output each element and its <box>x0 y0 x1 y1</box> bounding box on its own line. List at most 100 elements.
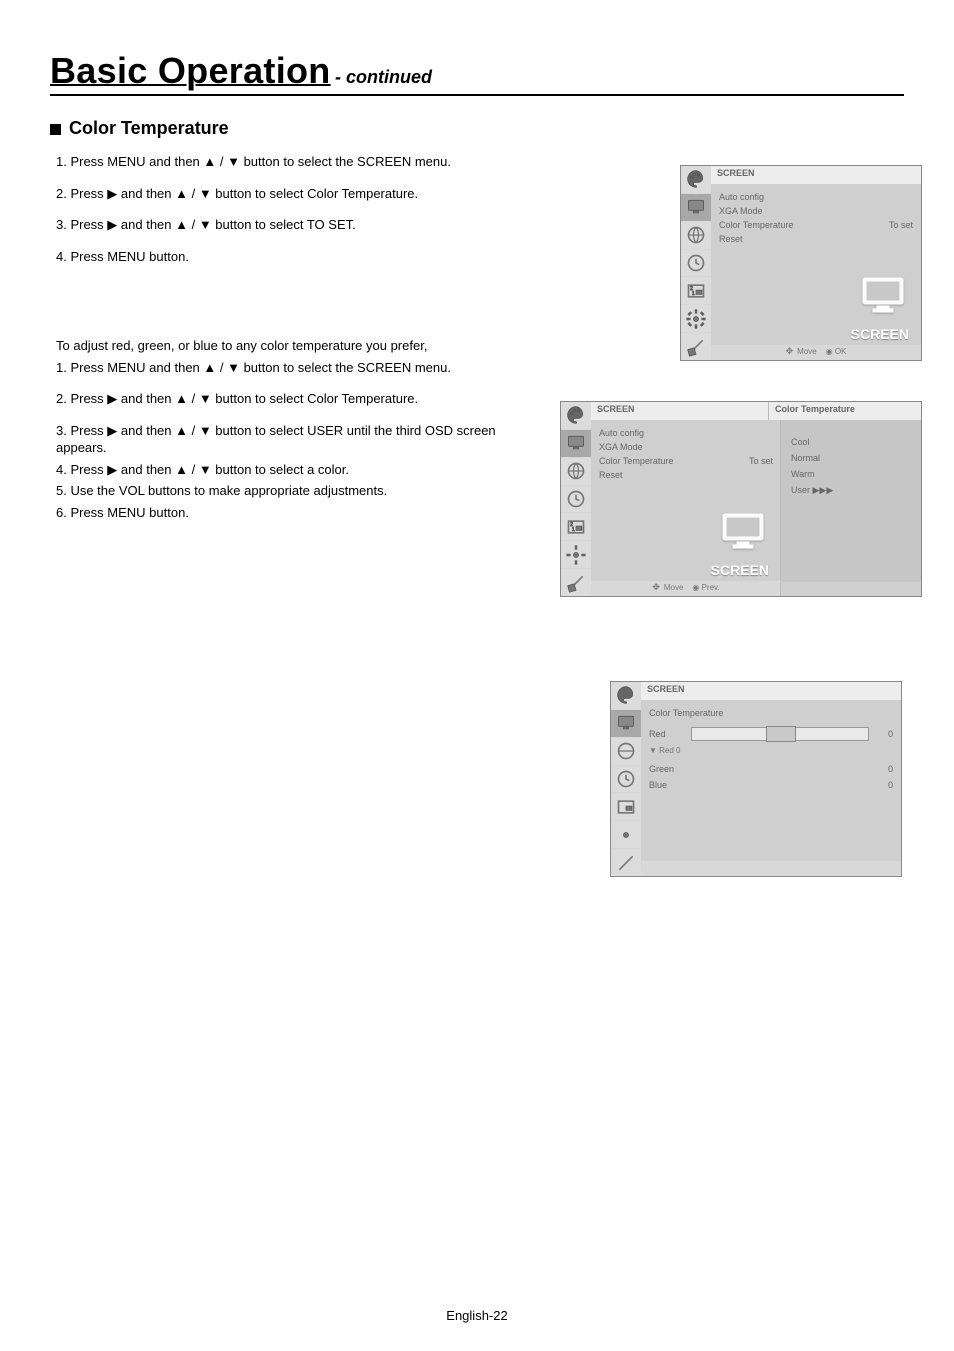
osd3-green-label: Green <box>649 764 691 774</box>
instruction-block-auto: 1. Press MENU and then ▲ / ▼ button to s… <box>56 153 526 265</box>
osd1-item-3: Reset <box>719 232 913 246</box>
pip-icon <box>611 793 641 821</box>
auto-step-4: 4. Press MENU button. <box>56 248 526 266</box>
osd1-title-right <box>913 168 915 177</box>
square-bullet-icon <box>50 124 61 135</box>
page-number: English-22 <box>0 1308 954 1323</box>
osd2-main-right: Cool Normal Warm User ▶▶▶ <box>780 420 921 582</box>
monitor-icon <box>561 430 591 458</box>
osd1-footer: ✥Move ◉ OK <box>711 345 921 360</box>
osd2-item-2-label: Color Temperature <box>599 456 673 466</box>
manual-step-3: 3. Press ▶ and then ▲ / ▼ button to sele… <box>56 422 526 457</box>
globe-icon <box>681 222 711 250</box>
osd2-item-2-right: To set <box>749 456 773 466</box>
clock-icon <box>611 766 641 794</box>
manual-step-2: 2. Press ▶ and then ▲ / ▼ button to sele… <box>56 390 526 408</box>
osd3-green-val: 0 <box>869 764 893 774</box>
osd2-right-3: User ▶▶▶ <box>791 482 913 499</box>
osd-screen-3: SCREEN Color Temperature Red 0 ▼ <box>610 681 902 877</box>
page-title-main: Basic Operation <box>50 50 331 91</box>
move-icon: ✥ <box>786 346 794 356</box>
osd3-item-header: Color Temperature <box>649 706 893 726</box>
move-icon: ✥ <box>652 582 660 592</box>
osd3-title: SCREEN <box>647 684 685 694</box>
osd-screen-1: 21 SCREEN Auto config XGA Mode Color Tem… <box>680 165 922 361</box>
osd1-big-monitor-icon <box>859 275 907 322</box>
osd2-left-icons: 21 <box>561 402 591 596</box>
exit-icon <box>561 569 591 596</box>
osd2-footer-move: Move <box>664 583 684 592</box>
title-sep: - <box>335 67 346 87</box>
osd2-footer-prev: Prev. <box>702 583 720 592</box>
osd3-row-green: Green 0 <box>649 761 893 777</box>
osd2-right-2: Warm <box>791 466 913 482</box>
osd3-row-blue: Blue 0 <box>649 777 893 793</box>
osd1-item-2: Color Temperature To set <box>719 218 913 232</box>
manual-step-1: 1. Press MENU and then ▲ / ▼ button to s… <box>56 359 526 377</box>
osd3-row-red: Red 0 <box>649 726 893 742</box>
globe-icon <box>561 458 591 486</box>
osd2-footer-left: ✥ Move ◉ Prev. <box>591 581 781 596</box>
osd1-left-icons: 21 <box>681 166 711 360</box>
title-continued: continued <box>346 67 432 87</box>
osd3-red-val: 0 <box>869 729 893 739</box>
osd1-item-2-label: Color Temperature <box>719 220 793 230</box>
gear-icon <box>561 541 591 569</box>
svg-text:1: 1 <box>572 527 575 533</box>
monitor-icon <box>681 194 711 222</box>
osd2-item-0: Auto config <box>599 426 773 440</box>
osd2-item-1: XGA Mode <box>599 440 773 454</box>
manual-step-6: 6. Press MENU button. <box>56 504 526 522</box>
clock-icon <box>681 250 711 278</box>
osd3-left-icons <box>611 682 641 876</box>
osd1-main: Auto config XGA Mode Color Temperature T… <box>711 184 921 346</box>
auto-step-3: 3. Press ▶ and then ▲ / ▼ button to sele… <box>56 216 526 234</box>
globe-icon <box>611 738 641 766</box>
ok-glyph: ◉ <box>826 347 833 356</box>
manual-lead: To adjust red, green, or blue to any col… <box>56 337 526 355</box>
osd2-big-label: SCREEN <box>711 562 769 578</box>
osd2-pane-title: Color Temperature <box>775 404 855 414</box>
gear-icon <box>681 305 711 333</box>
osd2-right-0: Cool <box>791 434 913 450</box>
instruction-block-manual: To adjust red, green, or blue to any col… <box>56 337 526 521</box>
osd2-footer-right <box>780 582 921 596</box>
page-title-cont: - continued <box>335 67 432 87</box>
svg-text:1: 1 <box>692 291 695 297</box>
manual-step-5: 5. Use the VOL buttons to make appropria… <box>56 482 526 500</box>
exit-icon <box>611 849 641 876</box>
osd1-big-label: SCREEN <box>851 326 909 342</box>
down-triangle-icon: ▼ <box>649 746 657 755</box>
osd3-blue-label: Blue <box>649 780 691 790</box>
osd2-item-3: Reset <box>599 468 773 482</box>
osd3-footer <box>641 861 901 876</box>
gear-icon <box>611 821 641 849</box>
pip-icon: 21 <box>561 513 591 541</box>
section-heading-text: Color Temperature <box>69 118 229 138</box>
osd2-title: SCREEN <box>597 404 635 414</box>
osd1-title: SCREEN <box>717 168 755 178</box>
palette-icon <box>561 402 591 430</box>
osd3-red-slider <box>691 727 869 741</box>
osd3-blue-val: 0 <box>869 780 893 790</box>
monitor-icon <box>611 710 641 738</box>
osd2-main-left: Auto config XGA Mode Color Temperature T… <box>591 420 781 582</box>
prev-glyph: ◉ <box>692 583 699 592</box>
exit-icon <box>681 333 711 360</box>
auto-step-2: 2. Press ▶ and then ▲ / ▼ button to sele… <box>56 185 526 203</box>
osd1-item-1: XGA Mode <box>719 204 913 218</box>
osd3-footer-text: Red 0 <box>659 746 680 755</box>
clock-icon <box>561 486 591 514</box>
osd-screen-2: 21 SCREEN Color Temperature Auto config … <box>560 401 922 597</box>
osd1-footer-move: Move <box>797 347 817 356</box>
osd1-item-0: Auto config <box>719 190 913 204</box>
osd2-right-1: Normal <box>791 450 913 466</box>
auto-step-1: 1. Press MENU and then ▲ / ▼ button to s… <box>56 153 526 171</box>
osd2-item-2: Color Temperature To set <box>599 454 773 468</box>
manual-step-4: 4. Press ▶ and then ▲ / ▼ button to sele… <box>56 461 526 479</box>
osd1-footer-ok: OK <box>835 347 847 356</box>
section-header: Color Temperature <box>50 118 904 139</box>
palette-icon <box>681 166 711 194</box>
osd2-big-monitor-icon <box>719 511 767 558</box>
osd3-main: Color Temperature Red 0 ▼ Red 0 <box>641 700 901 862</box>
